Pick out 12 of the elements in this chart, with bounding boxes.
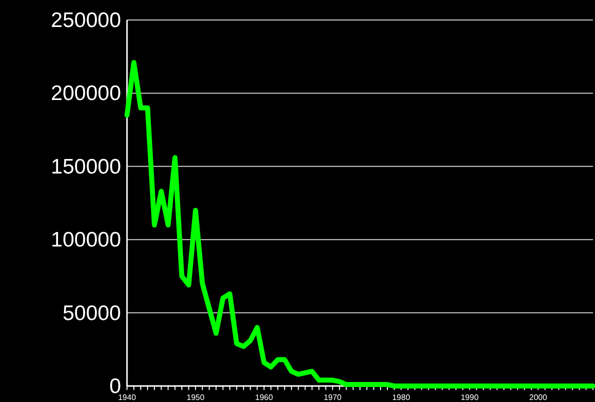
x-tick-label: 1960 (255, 393, 274, 402)
x-tick-label: 1990 (460, 393, 480, 402)
y-tick-label: 200000 (50, 82, 121, 106)
y-tick-label: 150000 (50, 155, 121, 178)
x-tick-label: 2000 (529, 393, 548, 402)
x-tick-label: 1950 (186, 393, 205, 402)
x-tick-label: 1940 (118, 393, 136, 402)
y-tick-label: 50000 (62, 302, 121, 325)
y-tick-label: 250000 (50, 9, 121, 32)
y-tick-label: 100000 (50, 228, 121, 252)
x-tick-label: 1970 (324, 393, 342, 402)
x-tick-label: 1980 (392, 393, 411, 402)
